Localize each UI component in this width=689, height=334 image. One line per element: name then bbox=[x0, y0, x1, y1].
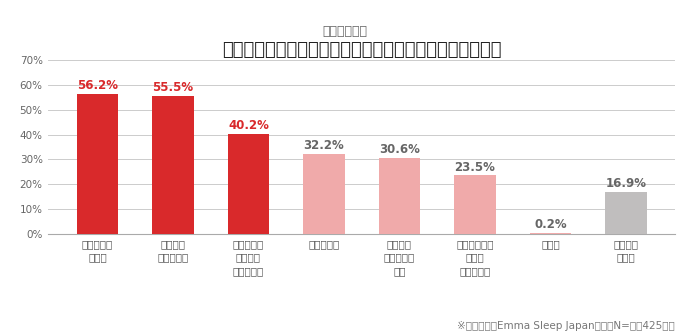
Text: 0.2%: 0.2% bbox=[534, 218, 567, 231]
Text: 23.5%: 23.5% bbox=[455, 161, 495, 173]
Text: 16.9%: 16.9% bbox=[606, 177, 646, 190]
Bar bbox=[152, 96, 194, 234]
Text: （複数回答）: （複数回答） bbox=[322, 25, 367, 38]
Bar bbox=[605, 192, 647, 234]
Bar bbox=[303, 154, 344, 234]
Text: ※全薬工業、Emma Sleep Japan調べ（N=女性425人）: ※全薬工業、Emma Sleep Japan調べ（N=女性425人） bbox=[457, 321, 675, 331]
Bar bbox=[530, 233, 571, 234]
Text: 55.5%: 55.5% bbox=[152, 81, 194, 94]
Bar bbox=[379, 158, 420, 234]
Title: 日頃、健康を保つためにどのようなことをしていますか？: 日頃、健康を保つためにどのようなことをしていますか？ bbox=[222, 40, 502, 58]
Bar bbox=[76, 95, 119, 234]
Text: 30.6%: 30.6% bbox=[379, 143, 420, 156]
Bar bbox=[454, 175, 495, 234]
Text: 40.2%: 40.2% bbox=[228, 119, 269, 132]
Text: 56.2%: 56.2% bbox=[77, 79, 118, 93]
Bar bbox=[228, 134, 269, 234]
Text: 32.2%: 32.2% bbox=[304, 139, 344, 152]
